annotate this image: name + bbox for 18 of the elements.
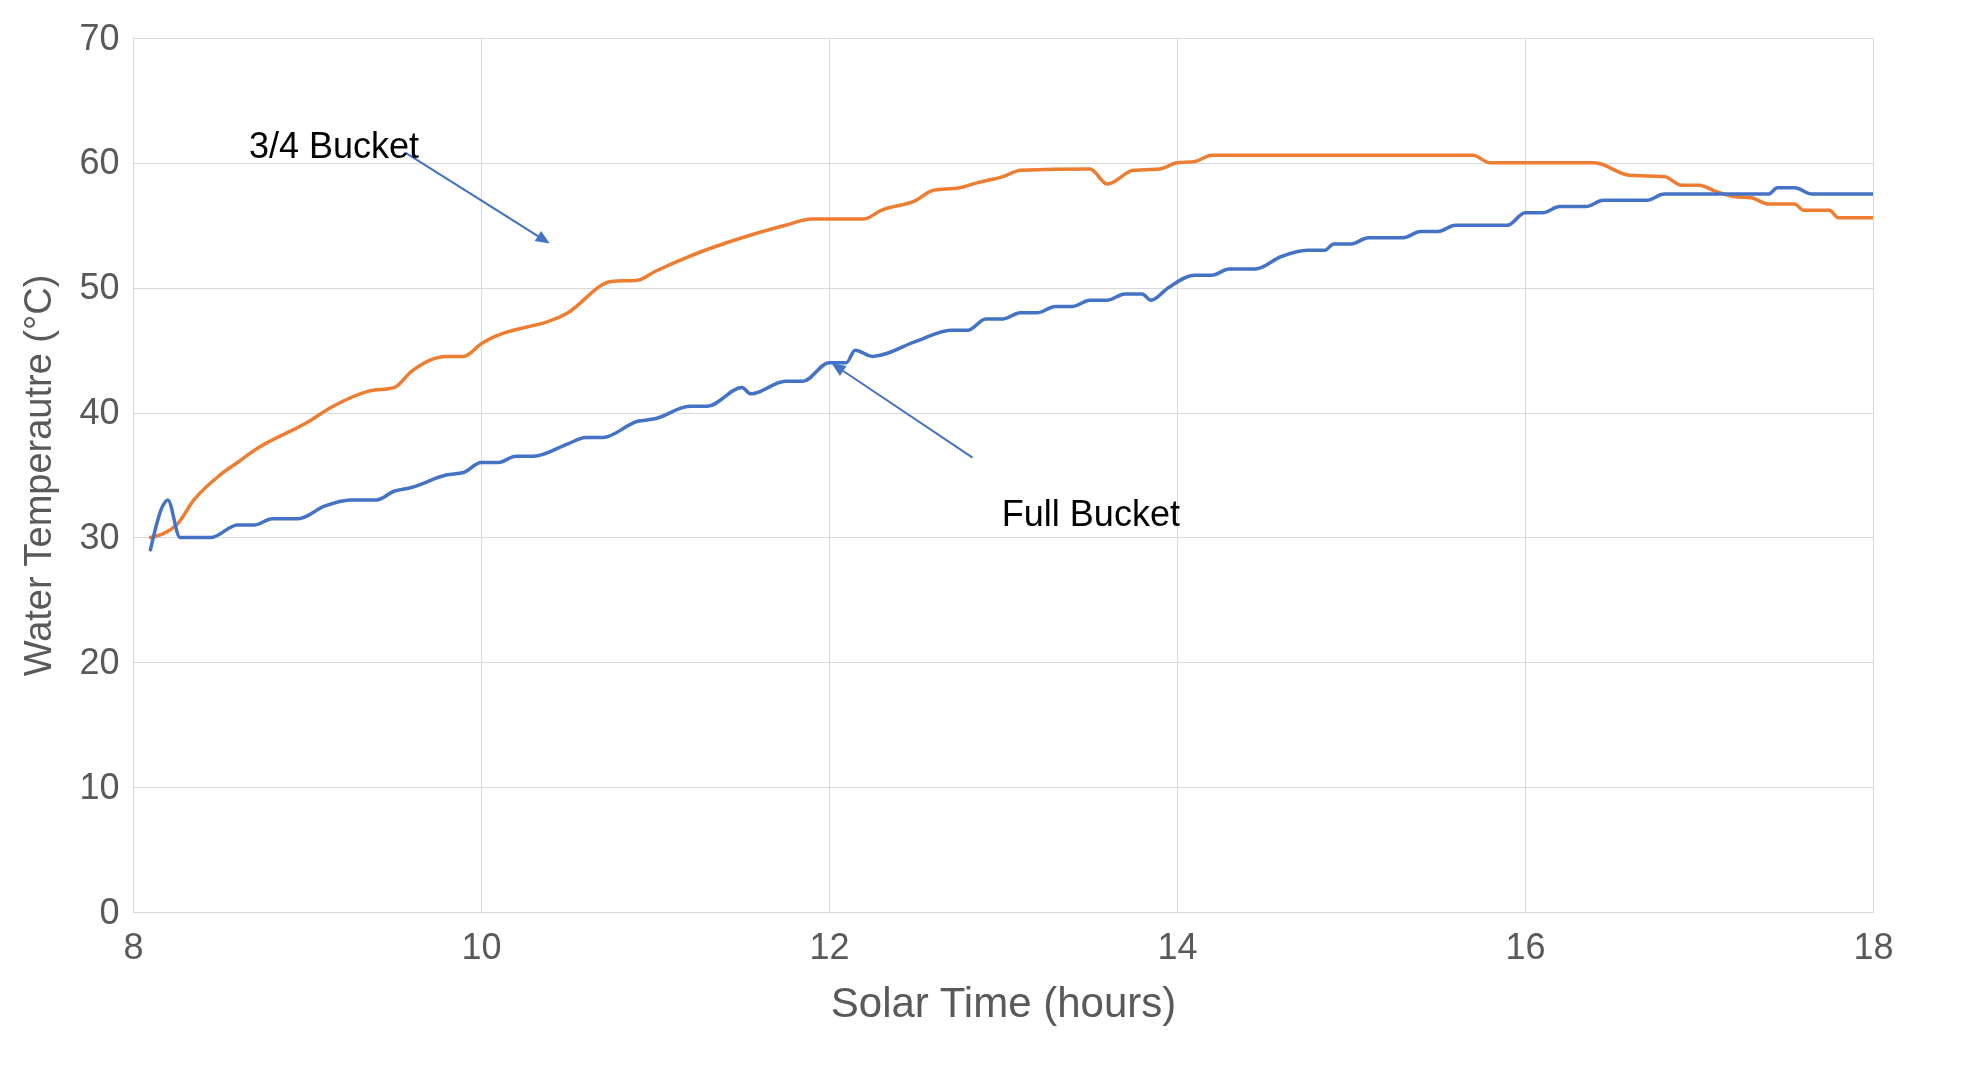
y-tick-label: 70 (79, 16, 120, 58)
y-tick-label: 10 (79, 765, 120, 807)
y-tick-label: 50 (79, 266, 120, 308)
x-tick-label: 8 (123, 925, 144, 967)
annotation: Full Bucket (1001, 493, 1180, 536)
x-axis-title: Solar Time (hours) (830, 978, 1177, 1026)
x-tick-label: 16 (1505, 925, 1546, 967)
y-tick-label: 40 (79, 391, 120, 433)
x-tick-label: 12 (809, 925, 850, 967)
y-tick-label: 0 (99, 890, 120, 932)
y-tick-label: 30 (79, 515, 120, 557)
y-tick-label: 20 (79, 640, 120, 682)
y-axis-title: Water Temperautre (°C) (17, 274, 60, 677)
x-tick-label: 14 (1157, 925, 1198, 967)
y-tick-label: 60 (79, 141, 120, 183)
x-tick-label: 18 (1853, 925, 1894, 967)
x-tick-label: 10 (461, 925, 502, 967)
annotation: 3/4 Bucket (248, 124, 420, 167)
